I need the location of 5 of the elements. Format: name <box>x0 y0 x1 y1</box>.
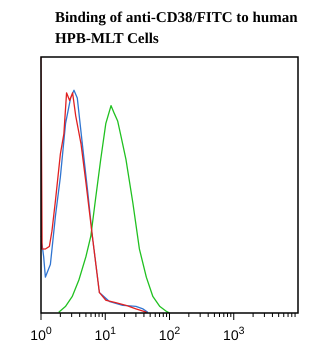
chart-title: Binding of anti-CD38/FITC to human HPB-MLT Cells <box>55 10 298 47</box>
x-tick-label: 10$^{3}$ <box>223 325 245 343</box>
x-tick-label: 10$^{1}$ <box>94 325 116 343</box>
x-tick-label: 10$^{2}$ <box>158 325 180 343</box>
x-tick-label: 10$^{0}$ <box>30 325 52 343</box>
